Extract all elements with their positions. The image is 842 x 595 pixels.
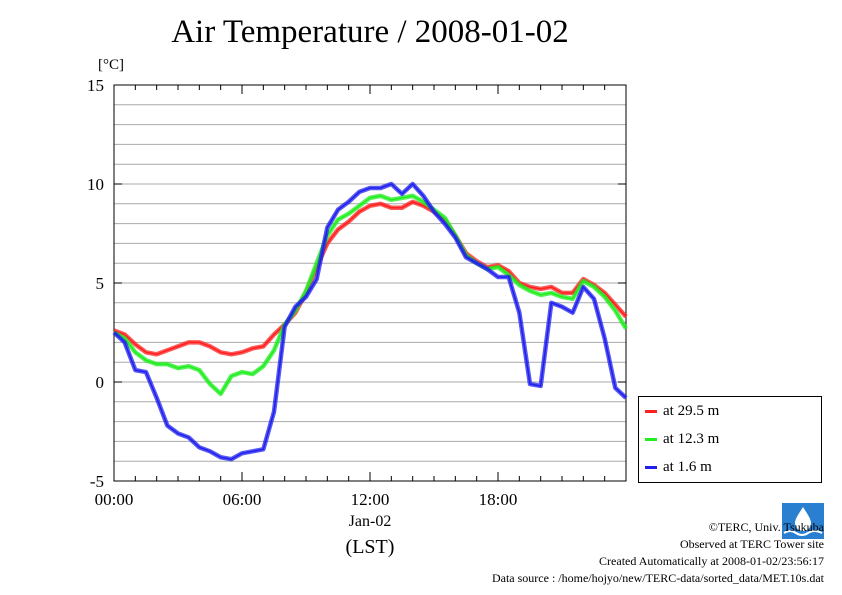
y-tick-label: 0 <box>96 373 105 392</box>
terc-logo-icon <box>782 503 824 539</box>
x-tick-label: 00:00 <box>95 490 134 509</box>
y-tick-label: 15 <box>87 76 104 95</box>
credit-created: Created Automatically at 2008-01-02/23:5… <box>599 554 824 568</box>
y-axis-label: [°C] <box>98 57 124 73</box>
legend-swatch-12-3m <box>645 437 657 441</box>
legend-item-12-3m: at 12.3 m <box>645 429 719 449</box>
chart-title: Air Temperature / 2008-01-02 <box>171 14 569 50</box>
legend-label-1-6m: at 1.6 m <box>663 458 712 475</box>
legend-swatch-1-6m <box>645 465 657 469</box>
legend-item-1-6m: at 1.6 m <box>645 457 712 477</box>
x-tick-label: 06:00 <box>223 490 262 509</box>
legend-label-29-5m: at 29.5 m <box>663 402 720 419</box>
chart-legend: at 29.5 m at 12.3 m at 1.6 m <box>638 396 822 483</box>
y-tick-label: 10 <box>87 175 104 194</box>
legend-item-29-5m: at 29.5 m <box>645 401 719 421</box>
y-tick-label: -5 <box>90 472 104 491</box>
series-core-1 <box>113 195 627 395</box>
series-core-2 <box>113 183 627 460</box>
credit-data-source: Data source : /home/hojyo/new/TERC-data/… <box>491 571 824 585</box>
credit-site: Observed at TERC Tower site <box>679 537 824 551</box>
x-tick-label: 18:00 <box>479 490 518 509</box>
legend-swatch-29-5m <box>645 409 657 413</box>
series-line-1 <box>112 193 628 397</box>
series-core-0 <box>113 201 627 356</box>
x-tick-sublabel: Jan-02 <box>349 513 392 530</box>
credit-copyright: ©TERC, Univ. Tsukuba <box>708 520 824 534</box>
x-axis-label: (LST) <box>346 536 395 558</box>
legend-label-12-3m: at 12.3 m <box>663 430 720 447</box>
x-tick-label: 12:00 <box>351 490 390 509</box>
y-tick-label: 5 <box>96 274 105 293</box>
